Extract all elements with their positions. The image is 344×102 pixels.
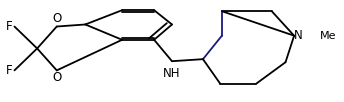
- Text: Me: Me: [320, 31, 336, 41]
- Text: O: O: [52, 71, 61, 84]
- Text: O: O: [52, 13, 61, 26]
- Text: NH: NH: [163, 67, 181, 80]
- Text: N: N: [294, 29, 303, 42]
- Text: F: F: [6, 20, 13, 33]
- Text: F: F: [6, 64, 13, 77]
